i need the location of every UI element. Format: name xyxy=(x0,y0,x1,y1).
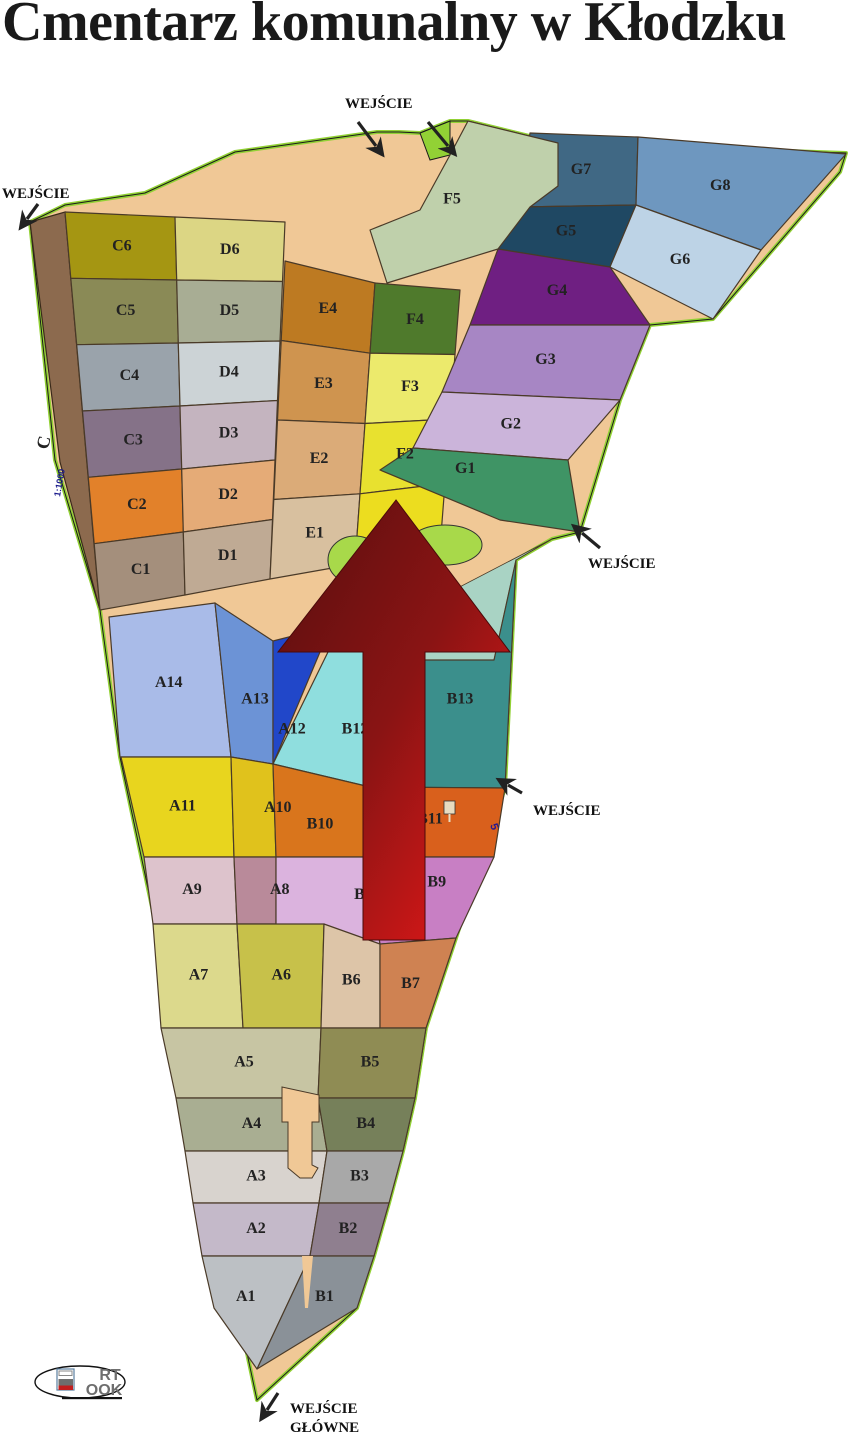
svg-text:E4: E4 xyxy=(318,300,337,317)
svg-text:A12: A12 xyxy=(278,721,306,738)
svg-text:D1: D1 xyxy=(218,547,238,564)
svg-text:WEJŚCIE: WEJŚCIE xyxy=(588,555,656,572)
svg-text:D3: D3 xyxy=(219,425,239,442)
svg-text:A5: A5 xyxy=(234,1054,254,1071)
svg-text:B9: B9 xyxy=(427,873,446,890)
svg-text:A11: A11 xyxy=(169,798,196,815)
svg-text:B4: B4 xyxy=(356,1115,375,1132)
svg-text:A3: A3 xyxy=(246,1168,266,1185)
svg-text:G8: G8 xyxy=(710,177,730,194)
svg-text:A9: A9 xyxy=(182,881,202,898)
svg-text:C6: C6 xyxy=(112,237,132,254)
svg-text:A4: A4 xyxy=(242,1115,262,1132)
svg-text:A13: A13 xyxy=(241,691,269,708)
svg-text:G3: G3 xyxy=(535,351,555,368)
svg-text:B2: B2 xyxy=(339,1220,358,1237)
svg-text:WEJŚCIE: WEJŚCIE xyxy=(290,1400,358,1417)
svg-text:G2: G2 xyxy=(501,416,521,433)
svg-text:C2: C2 xyxy=(127,496,147,513)
svg-text:B7: B7 xyxy=(401,975,420,992)
svg-text:GŁÓWNE: GŁÓWNE xyxy=(290,1419,359,1436)
svg-text:OOK: OOK xyxy=(86,1382,123,1399)
svg-text:B10: B10 xyxy=(307,816,334,833)
svg-text:E3: E3 xyxy=(314,375,333,392)
svg-text:E1: E1 xyxy=(305,525,324,542)
svg-text:B6: B6 xyxy=(342,972,361,989)
svg-text:D6: D6 xyxy=(220,241,240,258)
svg-text:A7: A7 xyxy=(189,967,209,984)
svg-text:F4: F4 xyxy=(406,311,424,328)
svg-text:WEJŚCIE: WEJŚCIE xyxy=(533,802,601,819)
svg-text:A1: A1 xyxy=(236,1288,256,1305)
svg-text:B13: B13 xyxy=(447,691,474,708)
svg-text:B1: B1 xyxy=(315,1288,334,1305)
svg-text:G5: G5 xyxy=(556,223,576,240)
svg-text:E2: E2 xyxy=(310,450,329,467)
svg-text:A10: A10 xyxy=(264,799,292,816)
svg-text:D4: D4 xyxy=(219,363,239,380)
svg-text:B5: B5 xyxy=(361,1054,380,1071)
svg-text:D2: D2 xyxy=(218,486,238,503)
svg-text:A2: A2 xyxy=(246,1220,266,1237)
svg-text:A6: A6 xyxy=(271,967,291,984)
svg-text:G4: G4 xyxy=(547,282,567,299)
svg-text:B3: B3 xyxy=(350,1168,369,1185)
svg-text:C3: C3 xyxy=(123,431,143,448)
svg-text:F2: F2 xyxy=(396,446,414,463)
svg-text:G6: G6 xyxy=(670,251,690,268)
svg-text:C5: C5 xyxy=(116,302,136,319)
svg-text:A8: A8 xyxy=(270,881,290,898)
svg-text:A14: A14 xyxy=(155,674,183,691)
svg-text:WEJŚCIE: WEJŚCIE xyxy=(2,185,70,202)
svg-text:D5: D5 xyxy=(220,302,240,319)
svg-text:WEJŚCIE: WEJŚCIE xyxy=(345,95,413,112)
svg-text:C1: C1 xyxy=(131,561,151,578)
svg-text:F3: F3 xyxy=(401,378,419,395)
svg-text:G7: G7 xyxy=(571,161,591,178)
svg-text:G1: G1 xyxy=(455,460,475,477)
svg-text:F5: F5 xyxy=(443,191,461,208)
svg-text:C4: C4 xyxy=(120,367,140,384)
